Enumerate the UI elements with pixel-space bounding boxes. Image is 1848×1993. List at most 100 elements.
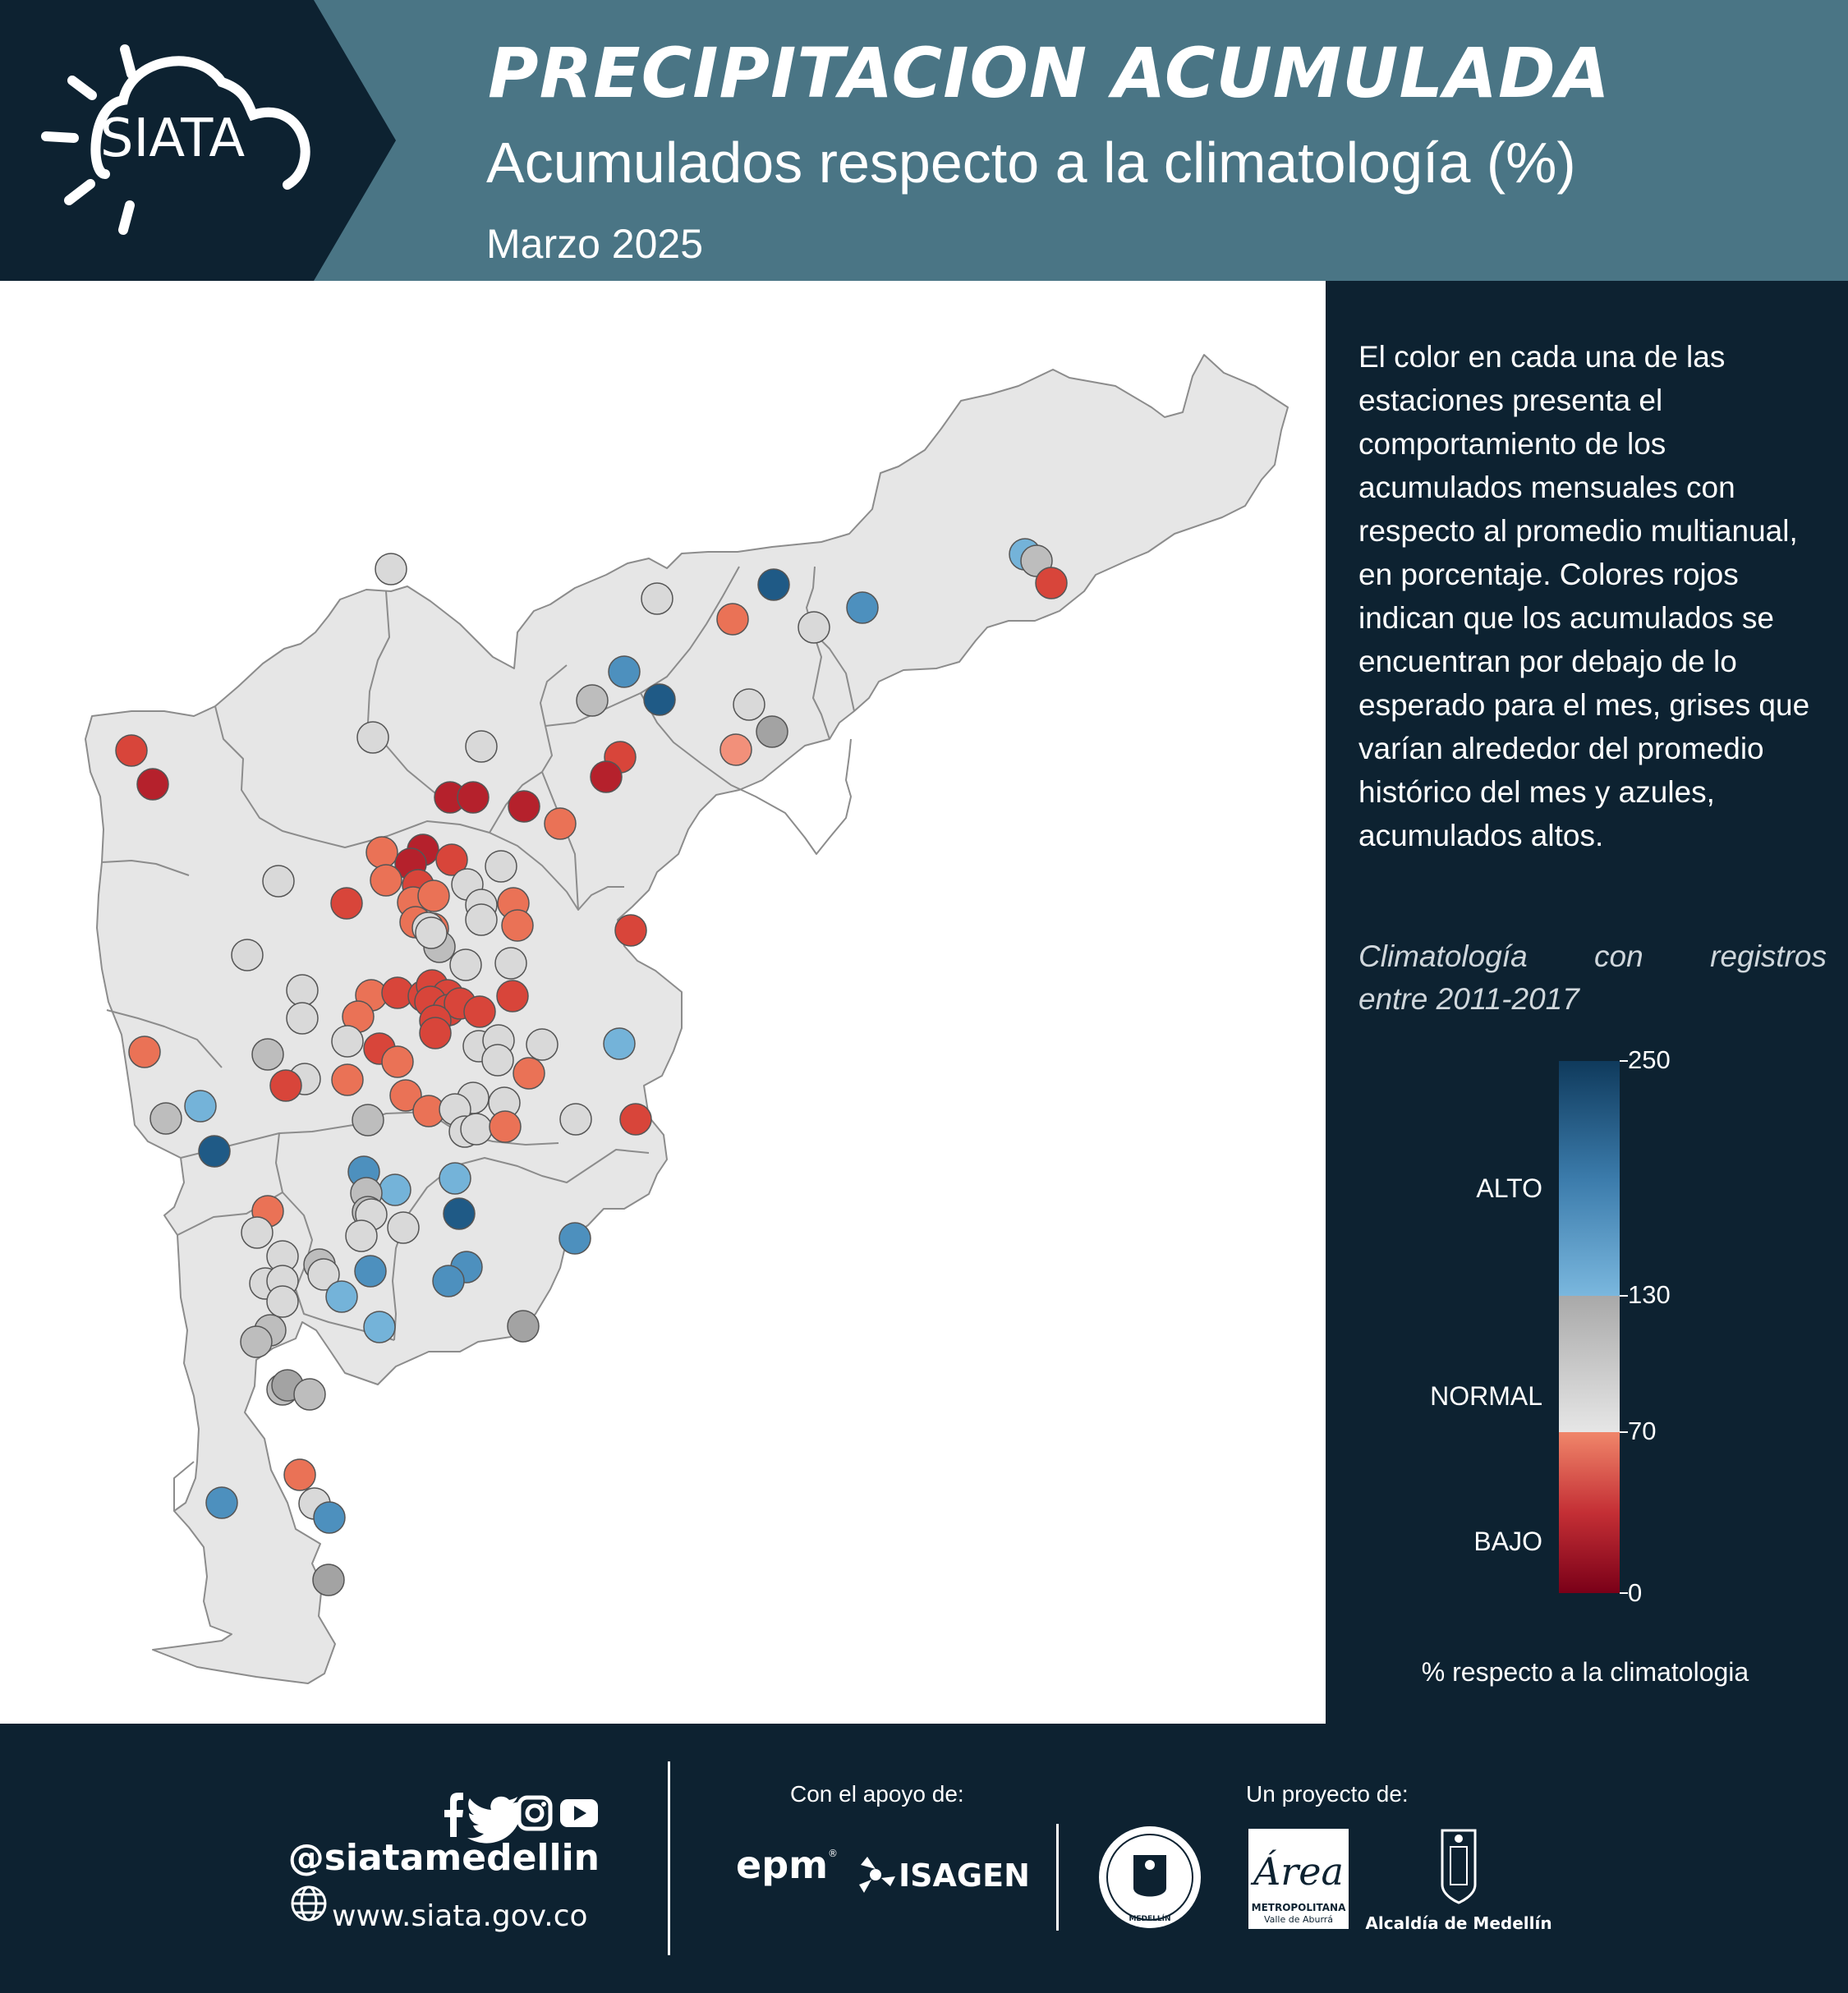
svg-text:MEDELLÍN: MEDELLÍN [1129, 1913, 1170, 1923]
sun-ray [118, 200, 135, 235]
map-panel [0, 281, 1326, 1724]
station-marker [365, 836, 398, 869]
logo-arrow-block [0, 0, 396, 281]
colorbar-tick-0: 0 [1628, 1578, 1643, 1607]
station-marker [363, 1311, 396, 1343]
subbasin-border [173, 1461, 195, 1511]
svg-text:METROPOLITANA: METROPOLITANA [1252, 1902, 1346, 1913]
station-marker [389, 1079, 422, 1112]
station-marker [286, 1002, 319, 1035]
area-metropolitana-logo: Área METROPOLITANA Valle de Aburrá [1248, 1829, 1349, 1929]
valle-de-aburra-region [85, 354, 1289, 1684]
station-marker [266, 1285, 299, 1318]
station-marker [614, 914, 647, 947]
station-marker [240, 1325, 273, 1358]
station-marker [241, 1216, 274, 1249]
station-marker [128, 1036, 161, 1068]
station-marker [198, 1135, 231, 1168]
svg-text:®: ® [828, 1848, 838, 1859]
station-marker [331, 1025, 364, 1058]
station-marker [481, 1044, 514, 1077]
station-marker [465, 903, 498, 936]
station-marker [608, 655, 641, 688]
station-marker [501, 909, 534, 942]
info-panel: El color en cada una de las estaciones p… [1326, 281, 1848, 1724]
station-marker [293, 1378, 326, 1411]
climatology-line-1: Climatología con registros [1358, 939, 1827, 973]
colorbar-tick-250: 250 [1628, 1045, 1671, 1074]
station-marker [370, 864, 402, 897]
twitter-icon[interactable] [467, 1796, 522, 1844]
station-marker [485, 850, 517, 883]
footer-divider [1056, 1824, 1059, 1931]
station-marker [251, 1038, 284, 1071]
subbasin-border [101, 860, 190, 876]
station-marker [465, 730, 498, 763]
social-handle[interactable]: @siatamedellin [287, 1837, 600, 1879]
header: SIATA PRECIPITACION ACUMULADA Acumulados… [0, 0, 1848, 281]
youtube-icon[interactable] [560, 1799, 598, 1827]
station-marker [313, 1501, 346, 1534]
siata-logo [41, 44, 310, 235]
station-marker [526, 1028, 559, 1061]
svg-text:Valle de Aburrá: Valle de Aburrá [1264, 1914, 1333, 1925]
footer-divider [668, 1761, 670, 1955]
subbasin-border [640, 692, 852, 855]
station-marker [463, 995, 496, 1028]
svg-text:epm: epm [736, 1843, 828, 1887]
station-marker [559, 1222, 591, 1255]
station-marker [205, 1486, 238, 1519]
globe-icon [291, 1885, 327, 1922]
svg-text:Alcaldía de Medellín: Alcaldía de Medellín [1365, 1913, 1551, 1933]
page-subtitle: Acumulados respecto a la climatología (%… [486, 131, 1576, 195]
station-marker [417, 879, 450, 912]
station-marker [136, 768, 169, 801]
station-marker [716, 603, 749, 636]
climatology-note: Climatología con registros entre 2011-20… [1358, 935, 1827, 1021]
station-marker [460, 1113, 493, 1146]
facebook-icon[interactable] [444, 1793, 463, 1837]
alcaldia-medellin-logo: Alcaldía de Medellín [1365, 1829, 1552, 1933]
sun-ray [67, 76, 97, 100]
station-marker [262, 865, 295, 898]
station-map [85, 354, 1289, 1684]
page-title: PRECIPITACION ACUMULADA [488, 33, 1611, 113]
station-marker [733, 688, 765, 721]
isagen-logo: ISAGEN [859, 1857, 1030, 1894]
station-marker [544, 807, 577, 840]
station-marker [1035, 567, 1068, 599]
station-marker [435, 843, 468, 876]
station-marker [641, 582, 673, 615]
station-marker [756, 715, 788, 748]
station-marker [307, 1258, 340, 1291]
station-marker [798, 611, 830, 644]
station-marker [507, 1310, 540, 1343]
category-normal: NORMAL [1430, 1381, 1542, 1411]
category-alto: ALTO [1476, 1173, 1542, 1203]
station-marker [379, 1173, 411, 1206]
station-marker [590, 760, 623, 793]
station-marker [513, 1057, 545, 1090]
station-marker [643, 683, 676, 716]
station-marker [312, 1564, 345, 1596]
subbasin-border [367, 590, 436, 794]
station-marker [496, 980, 529, 1013]
medellin-seal-logo: MEDELLÍN [1099, 1826, 1201, 1928]
station-marker [184, 1090, 217, 1123]
climatology-line-2: entre 2011-2017 [1358, 982, 1579, 1016]
station-marker [576, 684, 609, 717]
station-marker [419, 1017, 452, 1049]
station-marker [457, 781, 490, 814]
colorbar [1559, 1060, 1628, 1594]
colorbar-title: % respecto a la climatologia [1421, 1657, 1749, 1687]
support-label: Con el apoyo de: [790, 1781, 964, 1807]
station-marker [415, 916, 448, 949]
epm-logo: epm ® [736, 1843, 838, 1887]
subbasin-border [806, 566, 830, 740]
project-label: Un proyecto de: [1246, 1781, 1409, 1807]
website-link[interactable]: www.siata.gov.co [332, 1899, 588, 1933]
station-marker [494, 947, 527, 980]
instagram-icon[interactable] [517, 1795, 553, 1831]
station-marker [489, 1110, 522, 1143]
category-bajo: BAJO [1473, 1527, 1542, 1556]
